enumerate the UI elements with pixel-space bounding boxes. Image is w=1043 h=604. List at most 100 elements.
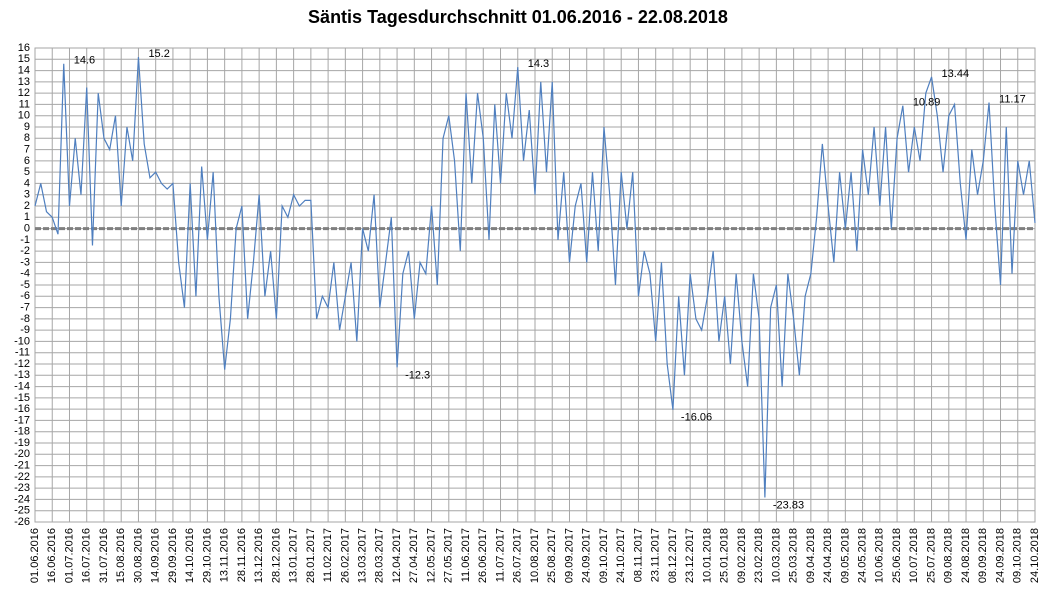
x-tick-label: 24.10.2017	[615, 528, 627, 583]
annotation: 10.89	[913, 97, 941, 109]
y-tick-label: -10	[14, 335, 30, 347]
x-tick-label: 08.11.2017	[632, 528, 644, 582]
y-tick-label: -1	[20, 234, 30, 246]
x-tick-label: 28.12.2016	[270, 528, 282, 583]
x-tick-label: 11.06.2017	[460, 528, 472, 582]
y-tick-label: -24	[14, 493, 30, 505]
x-tick-label: 12.04.2017	[391, 528, 403, 583]
x-tick-label: 31.07.2016	[98, 528, 110, 583]
x-tick-label: 13.11.2016	[219, 528, 231, 582]
y-tick-label: 9	[24, 121, 30, 133]
y-tick-label: 12	[18, 87, 30, 99]
annotation: -12.3	[405, 369, 430, 381]
x-tick-label: 24.09.2018	[994, 528, 1006, 583]
x-tick-label: 11.07.2017	[494, 528, 506, 582]
x-tick-label: 01.07.2016	[63, 528, 75, 583]
y-tick-label: -23	[14, 482, 30, 494]
y-tick-label: -25	[14, 505, 30, 517]
x-tick-label: 24.10.2018	[1029, 528, 1041, 583]
x-tick-label: 09.10.2017	[598, 528, 610, 583]
x-tick-label: 26.06.2017	[477, 528, 489, 583]
x-tick-label: 16.06.2016	[46, 528, 58, 583]
x-tick-label: 09.05.2018	[839, 528, 851, 583]
y-tick-label: -22	[14, 471, 30, 483]
y-tick-label: -19	[14, 437, 30, 449]
y-tick-label: 10	[18, 110, 30, 122]
x-tick-label: 09.04.2018	[805, 528, 817, 583]
x-tick-label: 24.08.2018	[960, 528, 972, 583]
x-tick-label: 09.02.2018	[736, 528, 748, 583]
y-tick-label: -14	[14, 380, 30, 392]
y-tick-label: -16	[14, 403, 30, 415]
x-tick-label: 10.01.2018	[701, 528, 713, 583]
x-tick-label: 16.07.2016	[81, 528, 93, 583]
x-tick-label: 26.07.2017	[512, 528, 524, 583]
x-tick-label: 28.01.2017	[305, 528, 317, 583]
x-tick-label: 10.08.2017	[529, 528, 541, 583]
x-tick-label: 24.04.2018	[822, 528, 834, 583]
x-tick-label: 14.10.2016	[184, 528, 196, 583]
y-tick-label: -13	[14, 369, 30, 381]
x-tick-label: 27.05.2017	[443, 528, 455, 583]
y-tick-label: 6	[24, 155, 30, 167]
x-tick-label: 25.01.2018	[719, 528, 731, 583]
x-tick-label: 13.03.2017	[356, 528, 368, 583]
y-tick-label: -9	[20, 324, 30, 336]
y-tick-label: -21	[14, 459, 30, 471]
x-tick-label: 29.10.2016	[201, 528, 213, 583]
x-tick-label: 28.03.2017	[374, 528, 386, 583]
x-tick-label: 15.08.2016	[115, 528, 127, 583]
y-tick-label: 16	[18, 42, 30, 54]
annotation: -16.06	[681, 412, 712, 424]
annotation: 11.17	[999, 93, 1026, 105]
y-tick-label: -5	[20, 279, 30, 291]
y-tick-label: 7	[24, 143, 30, 155]
plot-border	[34, 47, 1036, 523]
x-tick-label: 23.12.2017	[684, 528, 696, 583]
x-tick-label: 29.09.2016	[167, 528, 179, 583]
x-tick-label: 26.02.2017	[339, 528, 351, 583]
annotation: -23.83	[773, 499, 804, 511]
y-tick-label: 13	[18, 76, 30, 88]
x-tick-label: 27.04.2017	[408, 528, 420, 583]
x-tick-label: 14.09.2016	[150, 528, 162, 583]
y-tick-label: -12	[14, 358, 30, 370]
y-tick-label: -26	[14, 516, 30, 528]
y-tick-label: 3	[24, 189, 30, 201]
y-tick-label: -4	[20, 268, 30, 280]
y-tick-label: 4	[24, 177, 30, 189]
x-tick-label: 13.12.2016	[253, 528, 265, 583]
y-tick-label: 8	[24, 132, 30, 144]
x-tick-label: 12.05.2017	[425, 528, 437, 583]
annotation: 14.6	[74, 55, 95, 67]
x-tick-label: 08.12.2017	[667, 528, 679, 583]
y-tick-label: 1	[24, 211, 30, 223]
x-tick-label: 24.05.2018	[856, 528, 868, 583]
y-tick-label: 5	[24, 166, 30, 178]
annotation: 15.2	[148, 48, 169, 60]
x-tick-label: 10.03.2018	[770, 528, 782, 583]
annotation: 14.3	[528, 58, 549, 70]
y-tick-label: -17	[14, 414, 30, 426]
data-line	[34, 56, 1036, 498]
y-tick-label: 2	[24, 200, 30, 212]
y-tick-label: -3	[20, 256, 30, 268]
chart-title: Säntis Tagesdurchschnitt 01.06.2016 - 22…	[308, 7, 728, 27]
y-tick-label: 15	[18, 53, 30, 65]
x-tick-label: 09.08.2018	[943, 528, 955, 583]
x-tick-label: 09.09.2017	[563, 528, 575, 583]
x-tick-label: 11.02.2017	[322, 528, 334, 582]
x-tick-label: 30.08.2016	[132, 528, 144, 583]
x-tick-label: 25.06.2018	[891, 528, 903, 583]
y-tick-label: -18	[14, 426, 30, 438]
x-tick-label: 24.09.2017	[581, 528, 593, 583]
y-tick-label: 14	[18, 64, 30, 76]
x-tick-label: 28.11.2016	[236, 528, 248, 582]
annotation: 13.44	[942, 68, 970, 80]
y-tick-label: -15	[14, 392, 30, 404]
y-tick-label: -11	[15, 347, 30, 359]
x-tick-label: 25.03.2018	[788, 528, 800, 583]
x-tick-label: 10.06.2018	[874, 528, 886, 583]
x-tick-label: 10.07.2018	[908, 528, 920, 583]
